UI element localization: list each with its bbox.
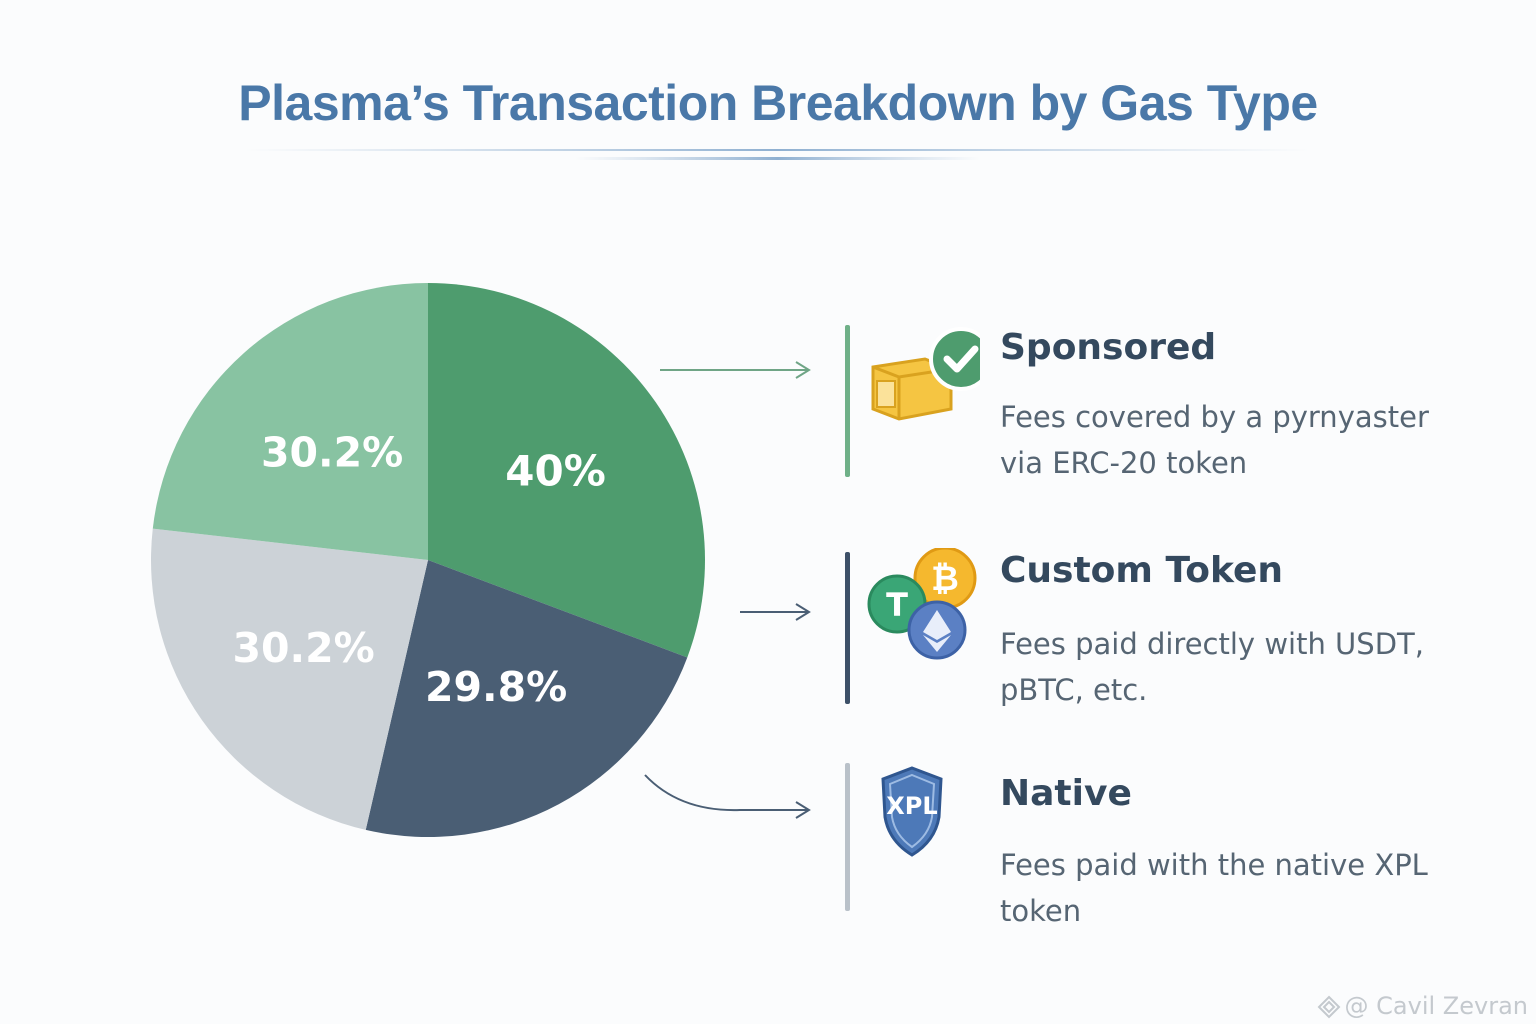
- legend-item-sponsored: Sponsored Fees covered by a pyrnyaster v…: [845, 325, 1485, 480]
- xpl-shield-icon: XPL: [881, 766, 943, 857]
- pie-slice-unlabeled-3: [152, 283, 428, 560]
- legend-title: Custom Token: [1000, 550, 1283, 591]
- watermark-text: @ Cavil Zevran: [1344, 992, 1528, 1020]
- chart-title: Plasma’s Transaction Breakdown by Gas Ty…: [238, 75, 1318, 131]
- legend-title: Sponsored: [1000, 327, 1217, 368]
- legend-title: Native: [1000, 773, 1132, 814]
- arrow-sponsored: [660, 361, 811, 379]
- legend-description: Fees paid with the native XPL token: [1000, 848, 1428, 928]
- legend-description: Fees paid directly with USDT, pBTC, etc.: [1000, 627, 1424, 707]
- pie-slice-custom-token: [365, 560, 688, 837]
- svg-text:XPL: XPL: [886, 792, 937, 820]
- legend-item-custom-token: ₿ T Custom Token Fees paid directly with…: [845, 548, 1485, 707]
- pie-slice-label: 29.8%: [425, 663, 567, 711]
- arrow-custom-token: [740, 603, 811, 621]
- legend-description: Fees covered by a pyrnyaster via ERC-20 …: [1000, 400, 1429, 480]
- title-underline: [245, 149, 1310, 160]
- legend-bar: [845, 763, 850, 911]
- arrow-native: [644, 774, 811, 819]
- pie-slice-label: 30.2%: [232, 624, 374, 672]
- diamond-logo-icon: [1317, 995, 1340, 1019]
- pie-slice-sponsored: [428, 283, 705, 658]
- svg-text:₿: ₿: [931, 559, 959, 599]
- crypto-coins-icon: ₿ T: [867, 548, 977, 660]
- pie-slice-label: 40%: [505, 447, 606, 496]
- svg-text:T: T: [886, 586, 908, 624]
- legend-bar: [845, 325, 850, 477]
- package-check-icon: [871, 327, 980, 421]
- legend-bar: [845, 552, 850, 704]
- watermark: @ Cavil Zevran: [1317, 992, 1528, 1020]
- pie-slice-label: 30.2%: [261, 429, 403, 477]
- pie-slice-unlabeled-2: [150, 528, 428, 830]
- legend-item-native: XPL Native Fees paid with the native XPL…: [845, 763, 1485, 928]
